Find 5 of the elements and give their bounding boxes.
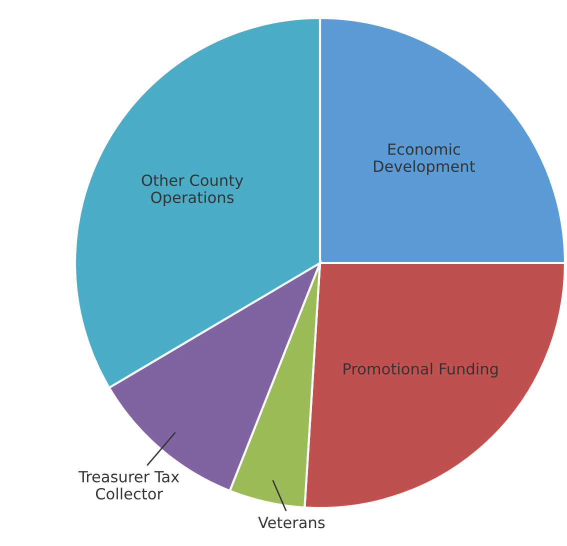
slice-label: Treasurer Tax Collector [78, 471, 180, 500]
slice-label: Economic Development [374, 143, 475, 175]
slice-label: Other County Operations [142, 174, 244, 206]
slice-label: Veterans [258, 516, 325, 528]
slice-label: Promotional Funding [344, 362, 498, 378]
